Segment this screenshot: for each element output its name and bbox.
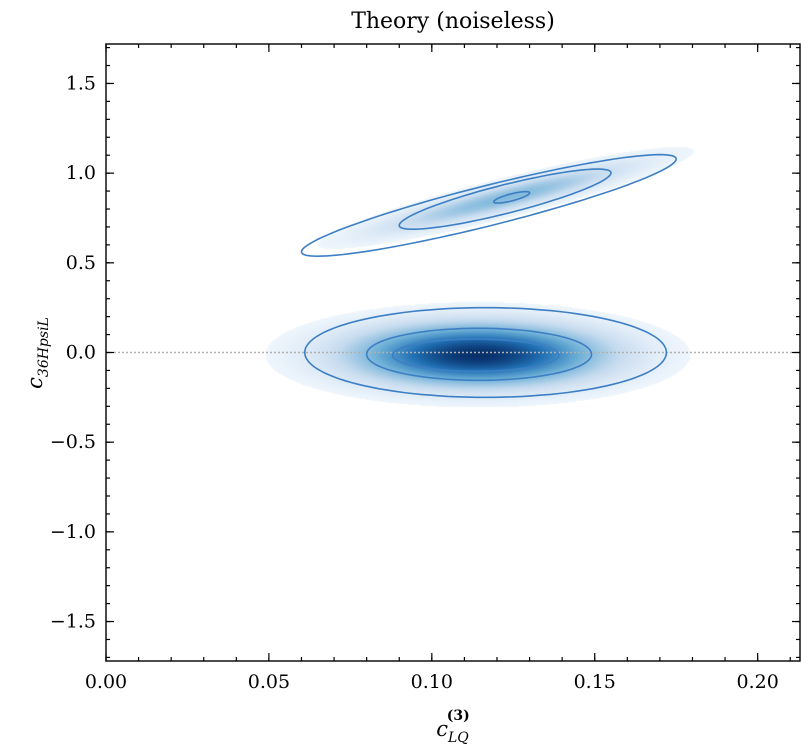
y-axis-label-base: c [23, 377, 47, 389]
x-tick-label: 0.15 [574, 671, 616, 693]
x-tick-label: 0.20 [736, 671, 778, 693]
y-tick-label: −1.5 [50, 611, 96, 633]
y-axis-label-sub: 36HpsiL [36, 317, 52, 377]
contour-mode-2-level-1 [300, 153, 678, 258]
y-tick-label: 0.5 [66, 252, 96, 274]
x-axis: 0.00 0.05 0.10 0.15 0.20 [85, 44, 791, 693]
x-axis-label-base: c [436, 717, 448, 741]
y-axis: 1.5 1.0 0.5 0.0 −0.5 −1.0 −1.5 [50, 46, 800, 659]
x-tick-label: 0.05 [248, 671, 290, 693]
y-tick-label: 1.0 [66, 162, 96, 184]
contour-mode-1-level-3 [391, 338, 560, 373]
contour-mode-2-level-3 [492, 190, 531, 204]
x-axis-label-sub: LQ [447, 730, 469, 746]
x-tick-label: 0.00 [85, 671, 127, 693]
y-axis-label: c36HpsiL [23, 317, 52, 389]
chart-title: Theory (noiseless) [351, 9, 555, 34]
contour-mode-2-level-2 [398, 168, 612, 230]
plot-area [106, 44, 800, 661]
y-tick-label: 1.5 [66, 72, 96, 94]
density-heatmap [106, 44, 800, 661]
y-tick-label: 0.0 [66, 342, 96, 364]
contour-mode-1-level-1 [303, 306, 668, 399]
contour-mode-1-level-2 [365, 327, 593, 382]
x-tick-label: 0.10 [411, 671, 453, 693]
x-axis-label-sup: (3) [447, 708, 470, 724]
y-tick-label: −1.0 [50, 521, 96, 543]
x-axis-label: cLQ (3) [436, 708, 470, 746]
y-tick-label: −0.5 [50, 431, 96, 453]
